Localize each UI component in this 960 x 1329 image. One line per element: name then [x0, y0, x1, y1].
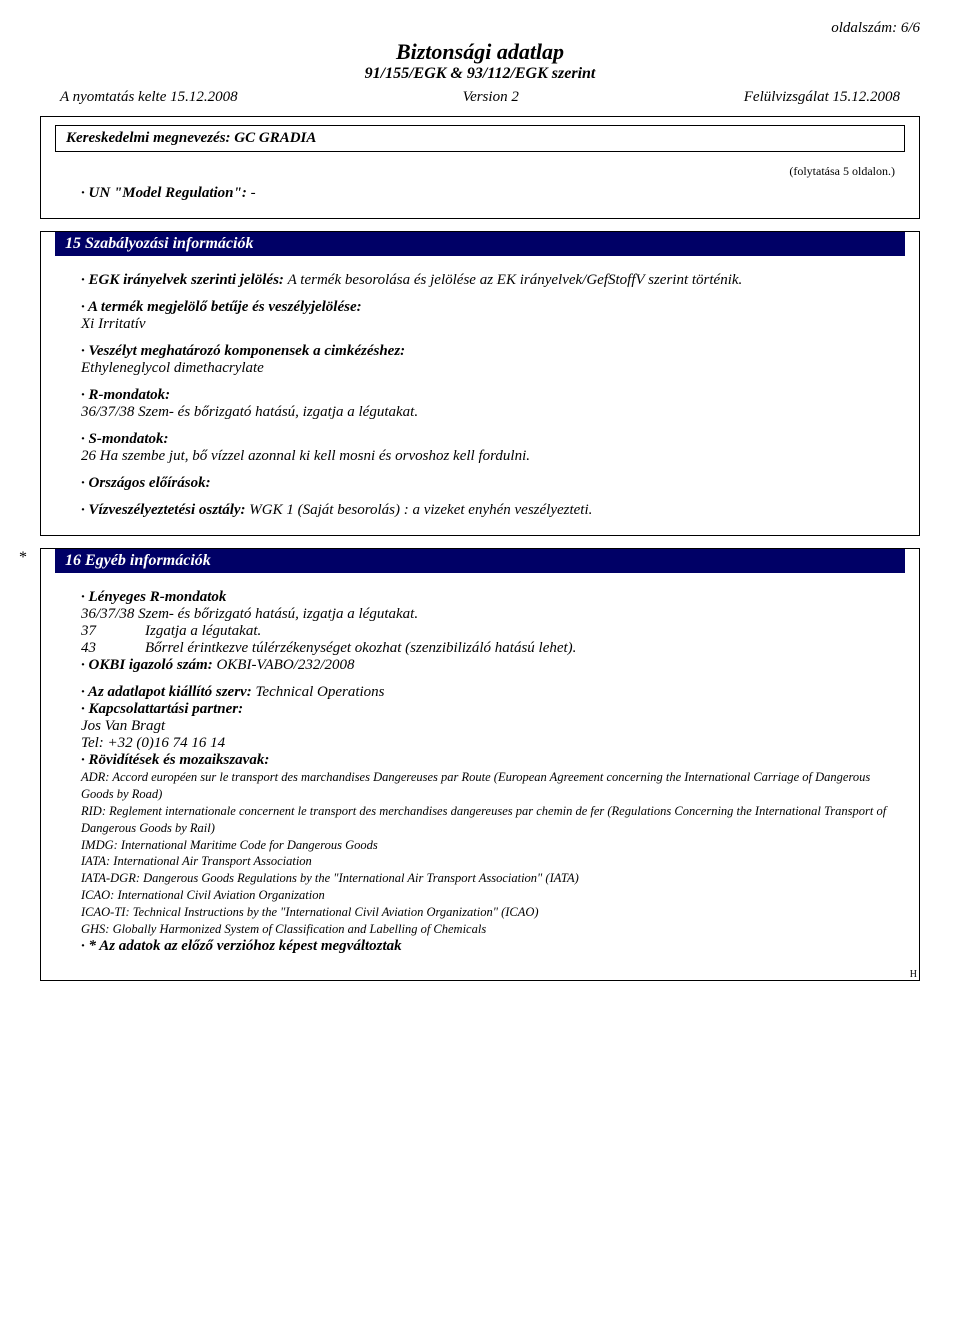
top-content: (folytatása 5 oldalon.) UN "Model Regula… — [41, 160, 919, 218]
issuer-line: Az adatlapot kiállító szerv: Technical O… — [81, 684, 901, 701]
abbrev-lines-list: ADR: Accord européen sur le transport de… — [81, 769, 901, 938]
symbol-block: A termék megjelölő betűje és veszélyjelö… — [81, 299, 901, 333]
r-row: 43Bőrrel érintkezve túlérzékenységet oko… — [81, 640, 901, 657]
egk-block: EGK irányelvek szerinti jelölés: A termé… — [81, 272, 901, 289]
s-block: S-mondatok: 26 Ha szembe jut, bő vízzel … — [81, 431, 901, 465]
trade-name-box: Kereskedelmi megnevezés: GC GRADIA — [55, 125, 905, 152]
trade-name: Kereskedelmi megnevezés: GC GRADIA — [66, 130, 316, 146]
r-block: R-mondatok: 36/37/38 Szem- és bőrizgató … — [81, 387, 901, 421]
abbrev-line: ADR: Accord européen sur le transport de… — [81, 769, 901, 803]
r-value: 36/37/38 Szem- és bőrizgató hatású, izga… — [81, 404, 901, 421]
section-15-title: 15 Szabályozási információk — [55, 232, 905, 256]
meta-row: A nyomtatás kelte 15.12.2008 Version 2 F… — [40, 89, 920, 106]
national-block: Országos előírások: — [81, 475, 901, 492]
un-regulation-value: - — [251, 185, 256, 201]
symbol-value: Xi Irritatív — [81, 316, 901, 333]
change-star-icon: * — [19, 549, 27, 567]
abbrev-line: RID: Reglement internationale concernent… — [81, 803, 901, 837]
s-value: 26 Ha szembe jut, bő vízzel azonnal ki k… — [81, 448, 901, 465]
document-subtitle: 91/155/EGK & 93/112/EGK szerint — [40, 65, 920, 83]
r-row: 37Izgatja a légutakat. — [81, 623, 901, 640]
abbrev-line: GHS: Globally Harmonized System of Class… — [81, 921, 901, 938]
water-value: WGK 1 (Saját besorolás) : a vizeket enyh… — [249, 502, 592, 518]
issuer-block: Az adatlapot kiállító szerv: Technical O… — [81, 684, 901, 955]
r-phrases-label: Lényeges R-mondatok — [81, 589, 901, 606]
page-number: oldalszám: 6/6 — [40, 20, 920, 37]
print-date: A nyomtatás kelte 15.12.2008 — [60, 89, 238, 106]
top-box: Kereskedelmi megnevezés: GC GRADIA (foly… — [40, 116, 920, 219]
abbrev-line: IATA: International Air Transport Associ… — [81, 853, 901, 870]
r-row-code: 43 — [81, 640, 145, 657]
abbrev-line: ICAO-TI: Technical Instructions by the "… — [81, 904, 901, 921]
revision-date: Felülvizsgálat 15.12.2008 — [744, 89, 900, 106]
r-row-text: Bőrrel érintkezve túlérzékenységet okozh… — [145, 640, 576, 657]
egk-value: A termék besorolása és jelölése az EK ir… — [288, 272, 743, 288]
okbi-value: OKBI-VABO/232/2008 — [216, 657, 354, 673]
water-label: Vízveszélyeztetési osztály: — [81, 502, 249, 518]
okbi-line: OKBI igazoló szám: OKBI-VABO/232/2008 — [81, 657, 901, 674]
components-label: Veszélyt meghatározó komponensek a cimké… — [81, 343, 901, 360]
section-16-box: * 16 Egyéb információk Lényeges R-mondat… — [40, 548, 920, 981]
section-16-content: Lényeges R-mondatok 36/37/38 Szem- és bő… — [41, 581, 919, 971]
national-label: Országos előírások: — [81, 475, 901, 492]
r-row-text: 36/37/38 Szem- és bőrizgató hatású, izga… — [81, 606, 418, 623]
section-15-box: 15 Szabályozási információk EGK irányelv… — [40, 231, 920, 536]
contact-label: Kapcsolattartási partner: — [81, 701, 901, 718]
abbrev-line: IATA-DGR: Dangerous Goods Regulations by… — [81, 870, 901, 887]
water-block: Vízveszélyeztetési osztály: WGK 1 (Saját… — [81, 502, 901, 519]
page-header: oldalszám: 6/6 Biztonsági adatlap 91/155… — [40, 20, 920, 106]
section-16-title: 16 Egyéb információk — [55, 549, 905, 573]
r-row-text: Izgatja a légutakat. — [145, 623, 261, 640]
r-rows-list: 36/37/38 Szem- és bőrizgató hatású, izga… — [81, 606, 901, 657]
r-label: R-mondatok: — [81, 387, 901, 404]
r-row-code: 37 — [81, 623, 145, 640]
r-phrases-block: Lényeges R-mondatok 36/37/38 Szem- és bő… — [81, 589, 901, 674]
contact-name: Jos Van Bragt — [81, 718, 901, 735]
version: Version 2 — [463, 89, 519, 106]
un-regulation-line: UN "Model Regulation": - — [81, 185, 901, 202]
document-title: Biztonsági adatlap — [40, 39, 920, 65]
continuation-note: (folytatása 5 oldalon.) — [81, 164, 901, 179]
components-value: Ethyleneglycol dimethacrylate — [81, 360, 901, 377]
contact-tel: Tel: +32 (0)16 74 16 14 — [81, 735, 901, 752]
abbrev-line: IMDG: International Maritime Code for Da… — [81, 837, 901, 854]
egk-label: EGK irányelvek szerinti jelölés: — [81, 272, 288, 288]
section-15-content: EGK irányelvek szerinti jelölés: A termé… — [41, 264, 919, 535]
okbi-label: OKBI igazoló szám: — [81, 657, 216, 673]
issuer-label: Az adatlapot kiállító szerv: — [81, 684, 255, 700]
abbrev-label: Rövidítések és mozaikszavak: — [81, 752, 901, 769]
abbrev-line: ICAO: International Civil Aviation Organ… — [81, 887, 901, 904]
footer-h: H — [41, 969, 919, 980]
un-regulation-label: UN "Model Regulation": — [81, 185, 251, 201]
components-block: Veszélyt meghatározó komponensek a cimké… — [81, 343, 901, 377]
change-note: * Az adatok az előző verzióhoz képest me… — [81, 938, 901, 955]
issuer-value: Technical Operations — [255, 684, 384, 700]
r-row: 36/37/38 Szem- és bőrizgató hatású, izga… — [81, 606, 901, 623]
symbol-label: A termék megjelölő betűje és veszélyjelö… — [81, 299, 901, 316]
s-label: S-mondatok: — [81, 431, 901, 448]
